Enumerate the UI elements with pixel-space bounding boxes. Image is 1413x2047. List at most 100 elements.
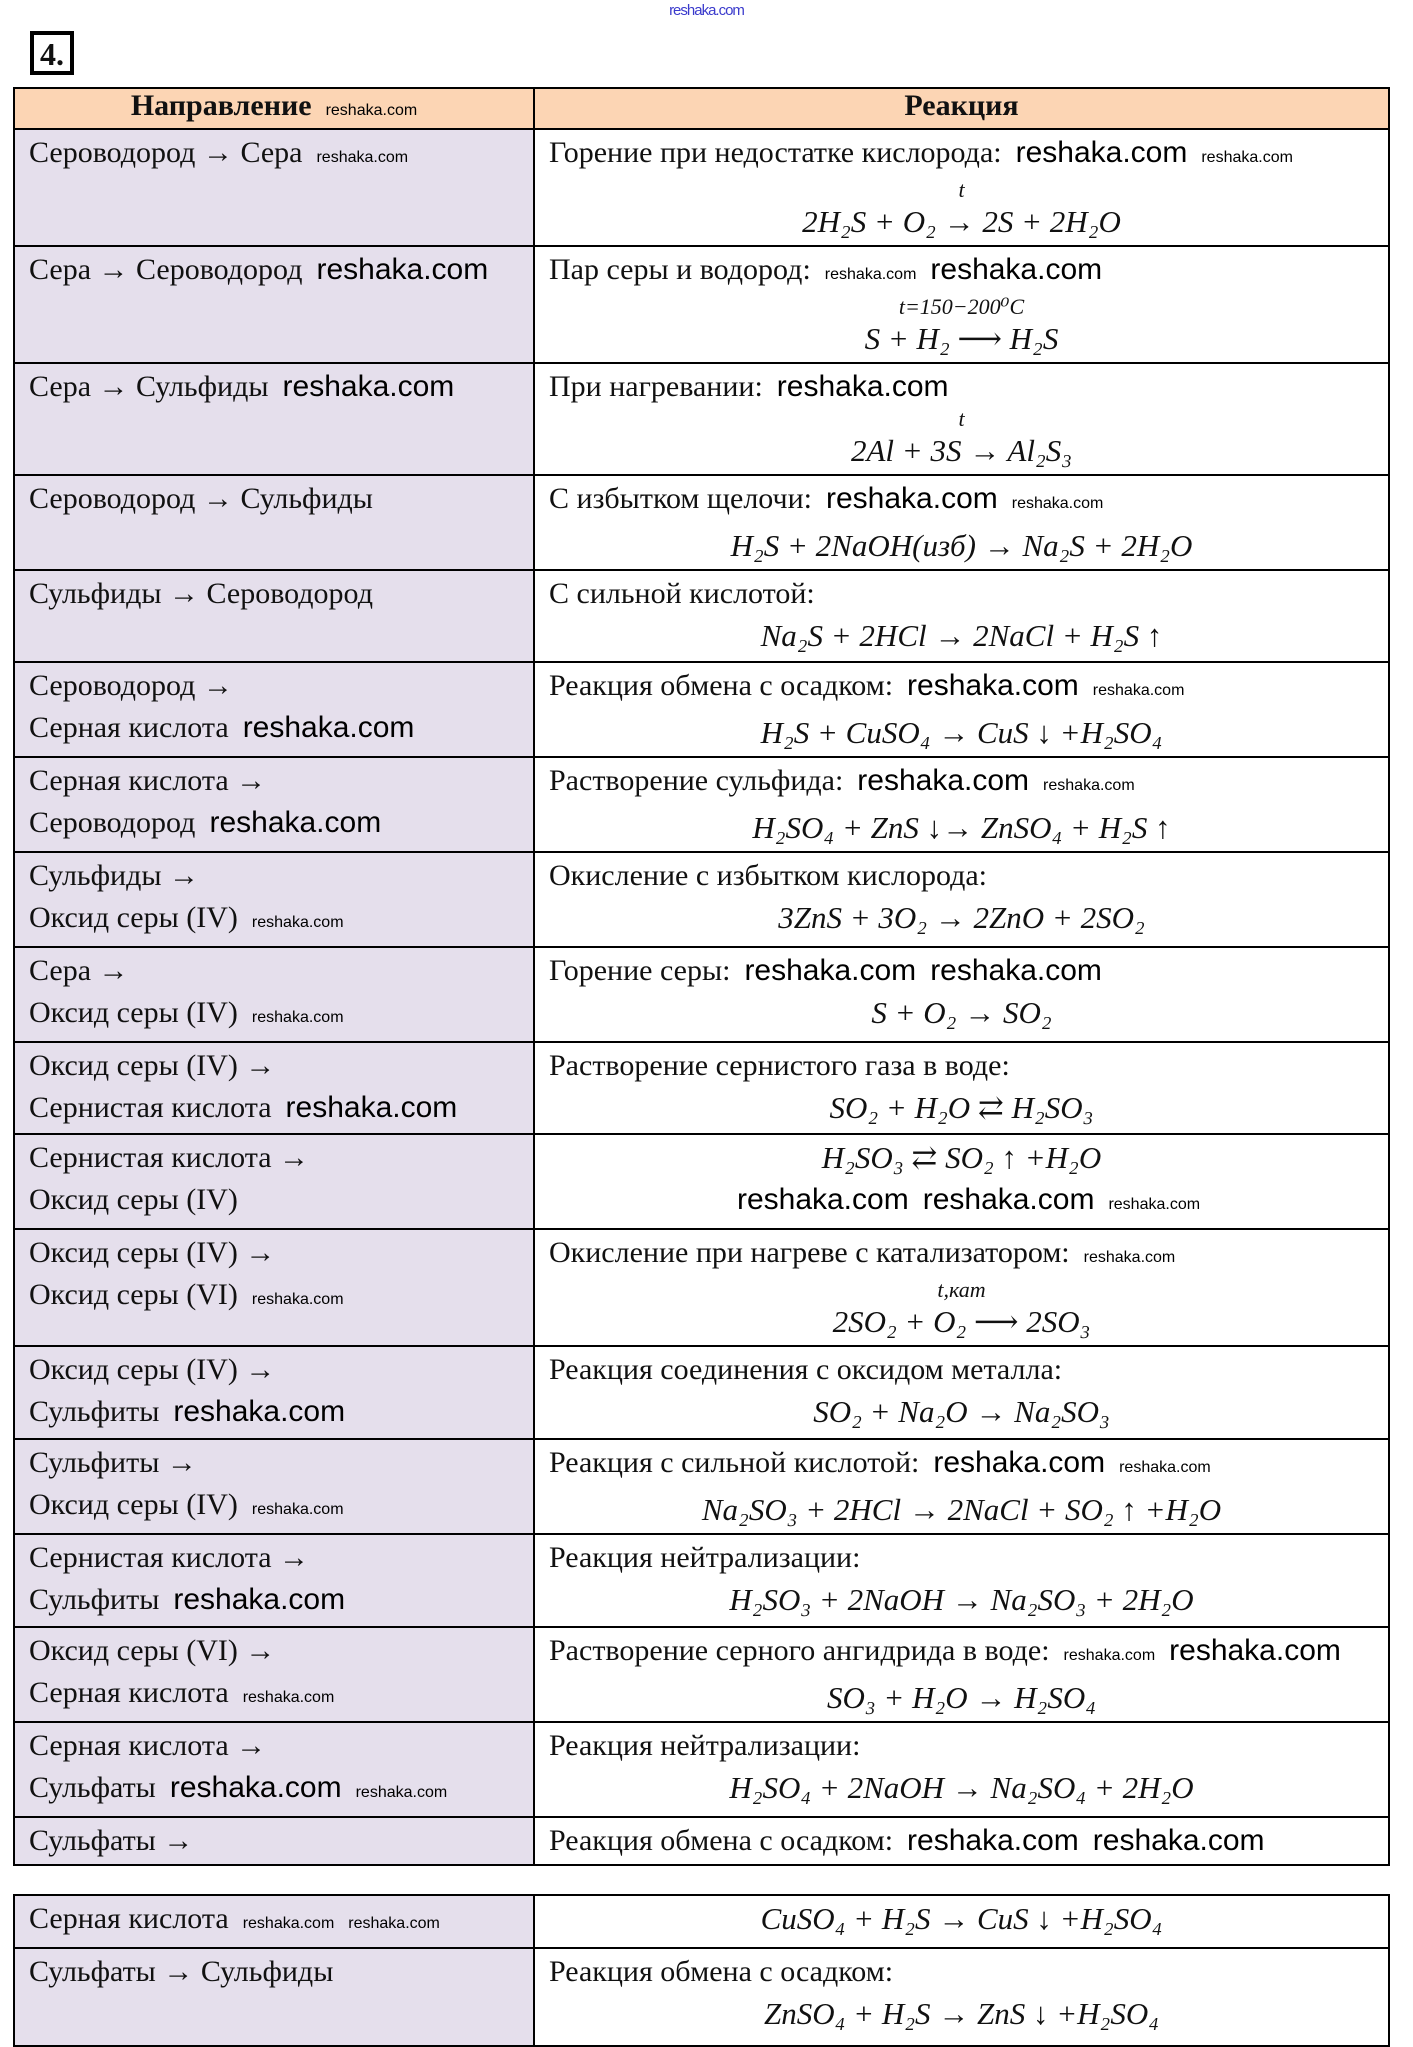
direction-line: Серная кислота → bbox=[29, 1725, 519, 1767]
direction-text: Оксид серы (VI) → bbox=[29, 1634, 276, 1667]
direction-text: Серная кислота bbox=[29, 1902, 229, 1935]
reaction-label: Реакция обмена с осадком: bbox=[549, 669, 894, 702]
table-row: Сера → Сероводород reshaka.com Пар серы и … bbox=[13, 245, 1390, 364]
watermark: reshaka.com bbox=[348, 1915, 440, 1932]
watermark: reshaka.com bbox=[1063, 1647, 1156, 1664]
reaction-equation: H₂SO₃ ⇄ SO₂ ↑ +H₂O bbox=[821, 1140, 1102, 1175]
watermark: reshaka.com bbox=[857, 764, 1030, 797]
watermark: reshaka.com bbox=[824, 266, 917, 283]
direction-text: Серная кислота → bbox=[29, 1729, 267, 1762]
direction-line: Серная кислота → bbox=[29, 760, 519, 802]
watermark: reshaka.com bbox=[736, 1183, 909, 1216]
table-row: Сернистая кислота → Оксид серы (IV) H₂SO₃ … bbox=[13, 1133, 1390, 1230]
reaction-cell: Растворение сульфида: reshaka.com reshaka.… bbox=[533, 756, 1390, 853]
reaction-label-line: С сильной кислотой: bbox=[549, 573, 1374, 615]
reaction-cell: Реакция обмена с осадком: ZnSO₄ + H₂S → Z… bbox=[533, 1947, 1390, 2047]
direction-text: Сульфиды → bbox=[29, 859, 200, 892]
reaction-label-line: С избытком щелочи: reshaka.com reshaka.com bbox=[549, 478, 1374, 525]
table-row: Сульфаты → Реакция обмена с осадком: resha… bbox=[13, 1816, 1390, 1866]
reaction-label: Реакция нейтрализации: bbox=[549, 1541, 861, 1574]
table-row: Сера → Сульфиды reshaka.com При нагревании… bbox=[13, 362, 1390, 476]
watermark: reshaka.com bbox=[744, 954, 917, 987]
reaction-equation: H₂SO₃ + 2NaOH → Na₂SO₃ + 2H₂O bbox=[729, 1582, 1194, 1617]
reaction-label-line: Растворение сернистого газа в воде: bbox=[549, 1045, 1374, 1087]
reaction-equation: Na₂S + 2HCl → 2NaCl + H₂S ↑ bbox=[760, 618, 1163, 653]
reaction-equation: 3ZnS + 3O₂ → 2ZnO + 2SO₂ bbox=[778, 900, 1145, 935]
table-row: Сульфиты → Оксид серы (IV) reshaka.com Реак… bbox=[13, 1438, 1390, 1535]
direction-text: Оксид серы (IV) bbox=[29, 901, 238, 934]
direction-text: Сульфиты bbox=[29, 1395, 160, 1428]
reaction-label-line: Реакция нейтрализации: bbox=[549, 1537, 1374, 1579]
reaction-label-line: Реакция соединения с оксидом металла: bbox=[549, 1349, 1374, 1391]
direction-text: Сульфиты → bbox=[29, 1446, 197, 1479]
reactions-table: Направление reshaka.com Реакция Сероводор… bbox=[13, 87, 1390, 1866]
direction-text: Оксид серы (IV) → bbox=[29, 1236, 276, 1269]
direction-cell: Оксид серы (IV) → Оксид серы (VI) reshaka.… bbox=[13, 1228, 535, 1347]
direction-text: Оксид серы (IV) → bbox=[29, 1353, 276, 1386]
direction-text: Оксид серы (IV) bbox=[29, 1488, 238, 1521]
table-row: Сернистая кислота → Сульфиты reshaka.com Ре… bbox=[13, 1533, 1390, 1628]
top-watermark: reshaka.com bbox=[669, 2, 745, 19]
reaction-label-line: Окисление при нагреве с катализатором: re… bbox=[549, 1232, 1374, 1279]
direction-line: Сульфиты reshaka.com bbox=[29, 1391, 519, 1433]
reaction-condition: t bbox=[958, 177, 965, 202]
direction-cell: Сернистая кислота → Сульфиты reshaka.com bbox=[13, 1533, 535, 1628]
reaction-label-line: При нагревании: reshaka.com bbox=[549, 366, 1374, 408]
table-header-row: Направление reshaka.com Реакция bbox=[13, 87, 1390, 130]
watermark: reshaka.com bbox=[251, 914, 344, 931]
direction-line: Сернистая кислота → bbox=[29, 1137, 519, 1179]
reaction-label: Растворение сульфида: bbox=[549, 764, 844, 797]
direction-cell: Оксид серы (IV) → Сернистая кислота reshak… bbox=[13, 1041, 535, 1135]
direction-line: Оксид серы (IV) reshaka.com bbox=[29, 1484, 519, 1531]
watermark: reshaka.com bbox=[1169, 1634, 1341, 1667]
direction-text: Сернистая кислота → bbox=[29, 1541, 310, 1574]
reaction-equation: 2Al + 3S → Al₂S₃ bbox=[850, 433, 1072, 468]
reaction-equation: 2H₂S + O₂ → 2S + 2H₂O bbox=[802, 204, 1121, 239]
direction-cell: Сульфаты → Сульфиды bbox=[13, 1947, 535, 2047]
table-row: Сероводород → Серная кислота reshaka.com Ре… bbox=[13, 661, 1390, 758]
reaction-label-line: Окисление с избытком кислорода: bbox=[549, 855, 1374, 897]
direction-line: Оксид серы (VI) reshaka.com bbox=[29, 1274, 519, 1321]
reaction-cell: С избытком щелочи: reshaka.com reshaka.com… bbox=[533, 474, 1390, 571]
direction-line: Сернистая кислота reshaka.com bbox=[29, 1087, 519, 1129]
reaction-cell: Реакция обмена с осадком: reshaka.com resh… bbox=[533, 1816, 1390, 1866]
watermark: reshaka.com bbox=[251, 1501, 344, 1518]
reaction-label-line: Реакция обмена с осадком: bbox=[549, 1951, 1374, 1993]
reaction-label: С избытком щелочи: bbox=[549, 482, 812, 515]
reaction-label-line: Реакция нейтрализации: bbox=[549, 1725, 1374, 1767]
reaction-equation: SO₃ + H₂O → H₂SO₄ bbox=[827, 1680, 1096, 1715]
table-row: Сероводород → Сера reshaka.com Горение при… bbox=[13, 128, 1390, 247]
reaction-cell: Растворение серного ангидрида в воде: res… bbox=[533, 1626, 1390, 1723]
table-row: Сульфаты → Сульфиды Реакция обмена с осад… bbox=[13, 1947, 1390, 2047]
watermark: reshaka.com bbox=[1201, 149, 1293, 166]
table-row: Оксид серы (IV) → Оксид серы (VI) reshaka.… bbox=[13, 1228, 1390, 1347]
direction-line: Сульфиды → Сероводород bbox=[29, 573, 519, 615]
reaction-equation: 2SO₂ + O₂ ⟶ 2SO₃ bbox=[832, 1304, 1091, 1339]
watermark: reshaka.com bbox=[242, 1689, 335, 1706]
direction-text: Сероводород → Сульфиды bbox=[29, 482, 373, 515]
reaction-equation: H₂SO₄ + 2NaOH → Na₂SO₄ + 2H₂O bbox=[729, 1770, 1194, 1805]
direction-line: Сульфаты → Сульфиды bbox=[29, 1951, 519, 1993]
direction-text: Сероводород → Сера bbox=[29, 136, 303, 169]
reaction-label-line: Реакция обмена с осадком: reshaka.com resh… bbox=[549, 665, 1374, 712]
reaction-label: Реакция с сильной кислотой: bbox=[549, 1446, 920, 1479]
direction-line: Серная кислота reshaka.com bbox=[29, 1672, 519, 1719]
reaction-label: Горение при недостатке кислорода: bbox=[549, 136, 1002, 169]
direction-text: Оксид серы (IV) bbox=[29, 1183, 238, 1216]
task-number: 4. bbox=[30, 31, 74, 75]
watermark: reshaka.com bbox=[242, 1915, 335, 1932]
direction-text: Сера → bbox=[29, 954, 129, 987]
direction-text: Серная кислота bbox=[29, 1676, 229, 1709]
watermark: reshaka.com bbox=[355, 1784, 448, 1801]
direction-line: Оксид серы (IV) → bbox=[29, 1232, 519, 1274]
reaction-label: С сильной кислотой: bbox=[549, 577, 815, 610]
reaction-cell: Реакция нейтрализации: H₂SO₃ + 2NaOH → Na… bbox=[533, 1533, 1390, 1628]
reaction-cell: Горение серы: reshaka.com reshaka.com S + O… bbox=[533, 946, 1390, 1043]
direction-cell: Сульфиды → Сероводород bbox=[13, 569, 535, 663]
direction-line: Сера → Сульфиды reshaka.com bbox=[29, 366, 519, 408]
reaction-label: Растворение сернистого газа в воде: bbox=[549, 1049, 1010, 1082]
reactions-table-continued: Серная кислота reshaka.com reshaka.com CuSO… bbox=[13, 1894, 1390, 2047]
direction-cell: Сернистая кислота → Оксид серы (IV) bbox=[13, 1133, 535, 1230]
reaction-equation: Na₂SO₃ + 2HCl → 2NaCl + SO₂ ↑ +H₂O bbox=[701, 1492, 1222, 1527]
watermark: reshaka.com bbox=[1092, 682, 1185, 699]
